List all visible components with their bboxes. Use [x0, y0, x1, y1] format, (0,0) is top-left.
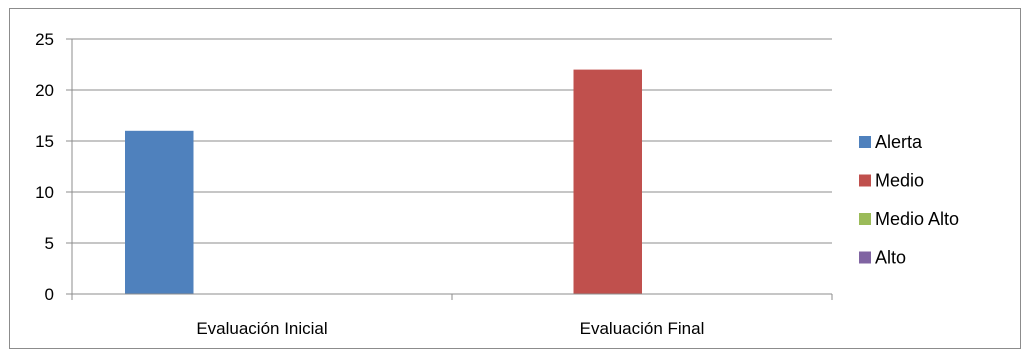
y-tick-label: 20	[35, 81, 54, 100]
x-category-label: Evaluación Inicial	[196, 319, 327, 338]
y-tick-label: 0	[45, 285, 54, 304]
axes	[66, 38, 833, 300]
y-tick-label: 25	[35, 30, 54, 49]
x-category-label: Evaluación Final	[580, 319, 705, 338]
y-tick-labels: 0 5 10 15 20 25	[35, 30, 54, 304]
y-tick-label: 5	[45, 234, 54, 253]
bars	[125, 69, 642, 294]
legend-swatch	[859, 136, 871, 148]
x-category-labels: Evaluación Inicial Evaluación Final	[196, 319, 704, 338]
legend-label: Medio Alto	[875, 209, 959, 229]
legend-swatch	[859, 213, 871, 225]
legend-swatch	[859, 251, 871, 264]
legend: Alerta Medio Medio Alto Alto	[859, 132, 959, 268]
legend-label: Alerta	[875, 132, 923, 152]
legend-swatch	[859, 174, 871, 187]
y-tick-label: 10	[35, 183, 54, 202]
legend-label: Alto	[875, 248, 906, 268]
bar-alerta-0	[125, 130, 194, 294]
legend-label: Medio	[875, 171, 924, 191]
gridlines	[72, 38, 832, 244]
bar-medio-1	[573, 69, 642, 294]
y-tick-label: 15	[35, 132, 54, 151]
